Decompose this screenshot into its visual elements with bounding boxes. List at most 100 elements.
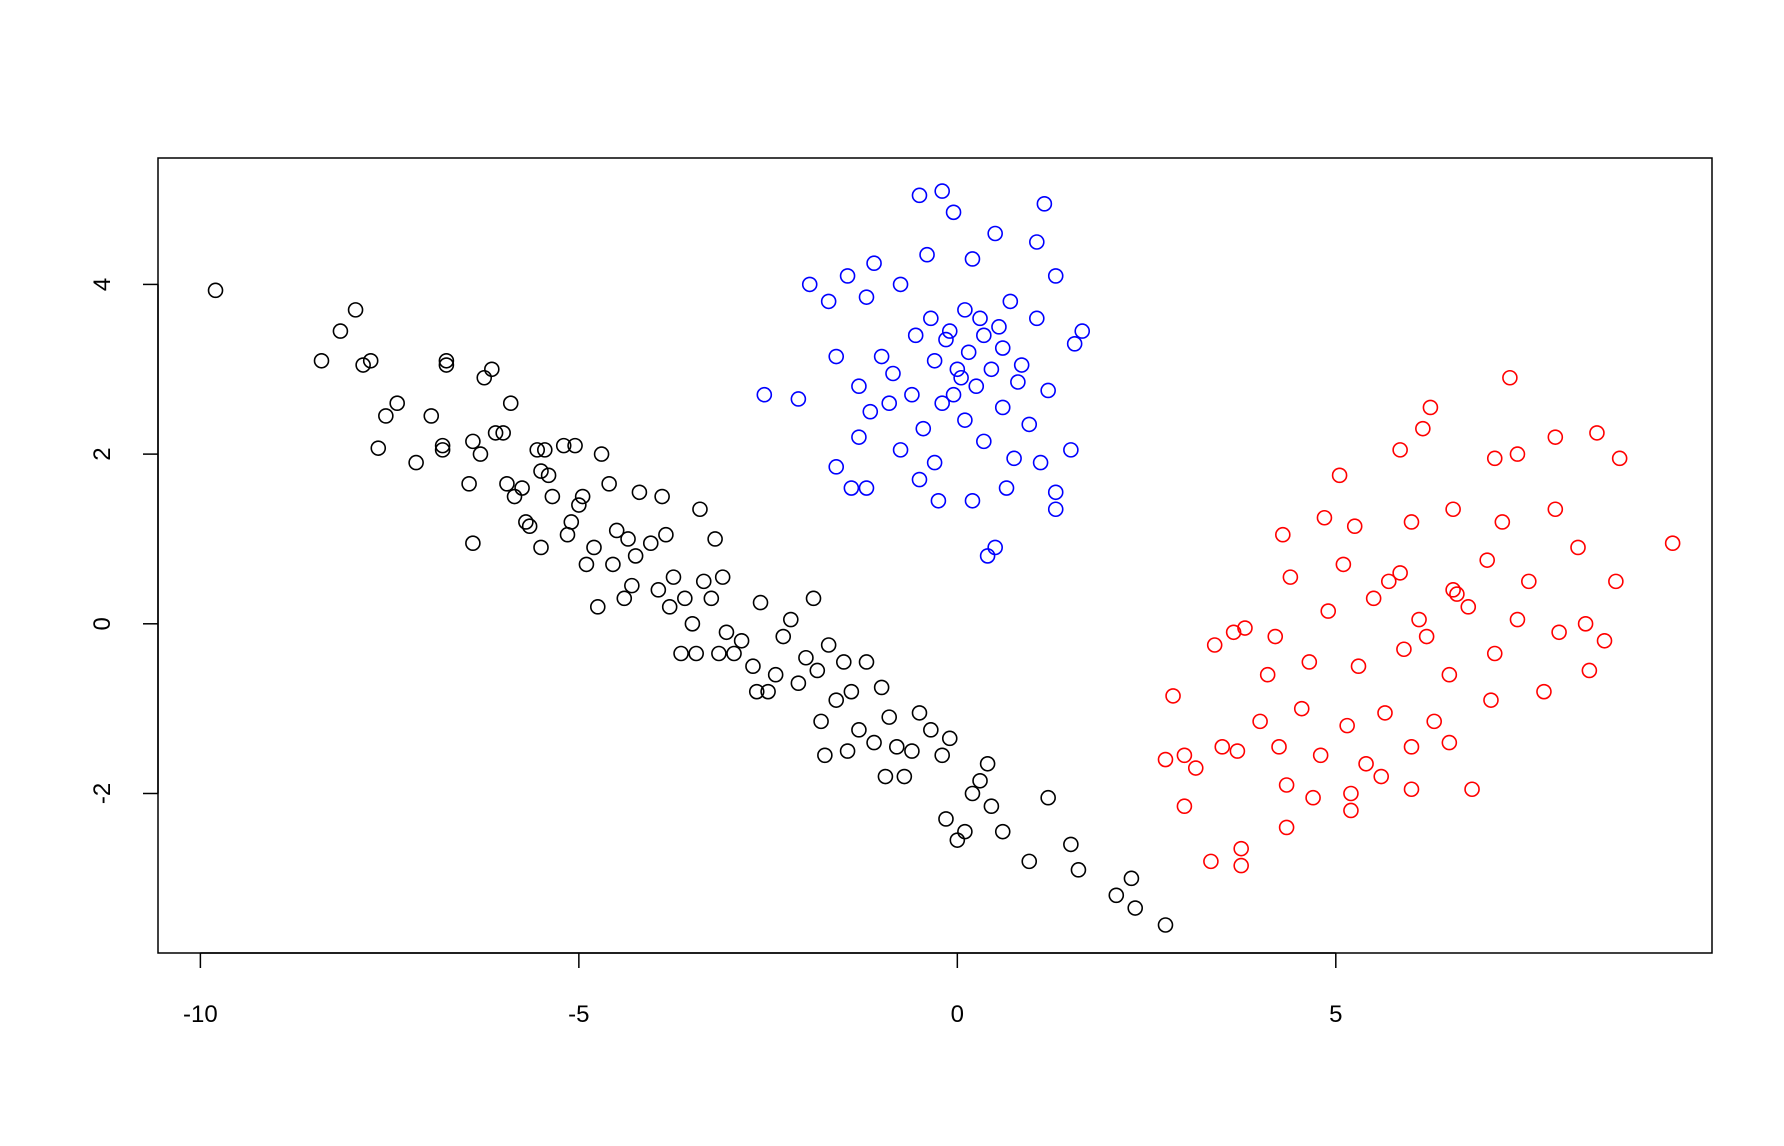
point	[1233, 857, 1249, 874]
point	[665, 569, 682, 585]
point	[798, 649, 814, 666]
point	[313, 352, 330, 369]
y-tick-label: 0	[89, 617, 116, 630]
point	[892, 442, 909, 458]
point	[957, 302, 973, 318]
point	[979, 755, 996, 772]
point	[873, 679, 890, 696]
point	[1047, 484, 1064, 501]
point	[1312, 747, 1329, 764]
point	[1521, 573, 1537, 590]
point	[994, 399, 1011, 416]
point	[438, 357, 455, 373]
point	[1441, 666, 1458, 683]
point	[972, 772, 988, 789]
point	[1237, 620, 1253, 636]
point	[684, 616, 701, 632]
point	[790, 391, 807, 407]
point	[1066, 336, 1083, 352]
point	[930, 492, 947, 509]
point	[1040, 382, 1056, 399]
point	[1509, 611, 1526, 628]
point	[533, 463, 549, 479]
point	[1343, 802, 1359, 819]
point	[707, 531, 723, 547]
point	[945, 204, 962, 221]
point	[1664, 535, 1681, 551]
point	[839, 268, 856, 284]
point	[843, 480, 860, 496]
point	[911, 705, 928, 721]
point	[559, 526, 576, 543]
point	[748, 683, 765, 700]
point	[960, 344, 977, 361]
point	[964, 492, 981, 509]
point	[605, 556, 621, 573]
point	[423, 408, 440, 424]
point	[775, 628, 792, 645]
point	[1047, 501, 1064, 518]
point	[896, 768, 913, 785]
point	[465, 535, 481, 551]
point	[438, 352, 455, 369]
point	[529, 442, 546, 458]
point	[858, 289, 875, 305]
point	[673, 645, 689, 662]
point	[688, 645, 704, 662]
point	[994, 340, 1011, 356]
point	[1358, 755, 1374, 772]
point	[1449, 586, 1465, 602]
point	[877, 768, 894, 785]
point	[892, 276, 909, 293]
point	[1403, 781, 1420, 798]
point	[1127, 900, 1144, 916]
point	[586, 539, 602, 556]
point	[873, 348, 890, 365]
point	[987, 539, 1003, 556]
point	[1373, 768, 1390, 785]
point	[991, 319, 1007, 335]
point	[1608, 573, 1624, 590]
point	[745, 658, 761, 675]
point	[911, 187, 928, 204]
point	[620, 531, 636, 547]
point	[934, 395, 950, 412]
point	[915, 420, 932, 437]
point	[1316, 509, 1333, 526]
point	[1396, 641, 1412, 658]
point	[756, 386, 773, 403]
point	[1013, 357, 1030, 373]
point	[434, 442, 451, 458]
point	[347, 302, 364, 318]
point	[843, 683, 860, 700]
point	[1392, 442, 1408, 458]
point	[1577, 616, 1594, 632]
point	[389, 395, 405, 412]
point	[703, 590, 720, 607]
point	[1547, 501, 1564, 518]
point	[904, 386, 920, 403]
x-tick-label: 5	[1329, 1001, 1342, 1028]
point	[790, 675, 807, 691]
point	[1063, 442, 1079, 458]
point	[514, 480, 530, 496]
point	[953, 369, 969, 386]
point	[593, 446, 610, 462]
point	[760, 683, 776, 700]
point	[1002, 293, 1019, 310]
point	[994, 823, 1011, 840]
point	[1029, 234, 1045, 250]
point	[1278, 819, 1295, 836]
point	[926, 352, 943, 369]
point	[1415, 420, 1431, 437]
point	[983, 361, 1000, 378]
point	[370, 440, 387, 456]
point	[1006, 450, 1022, 467]
point	[1441, 734, 1458, 751]
point	[544, 488, 561, 505]
point	[949, 361, 966, 378]
point	[1229, 743, 1246, 759]
y-tick-label: -2	[89, 783, 116, 804]
point	[1589, 425, 1605, 441]
